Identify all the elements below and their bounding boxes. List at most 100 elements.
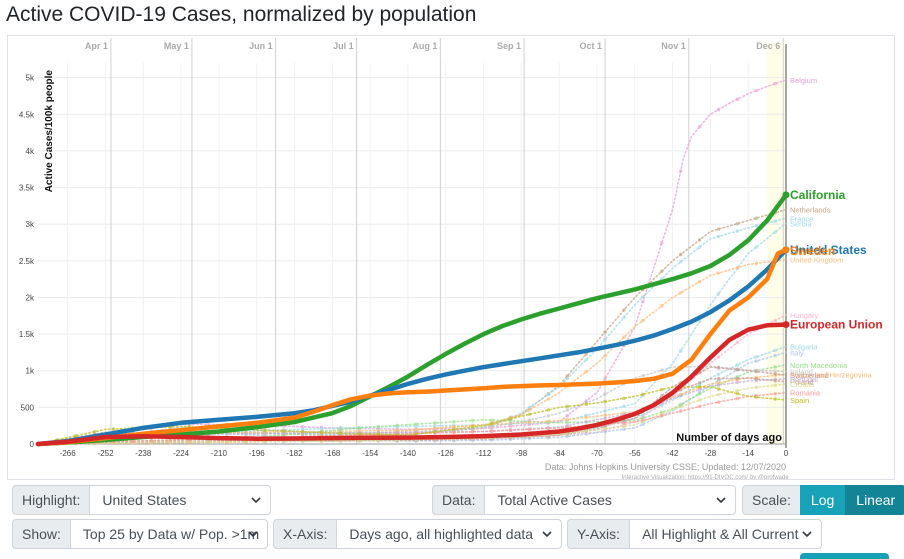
- data-point-faded: [678, 169, 683, 173]
- data-point-faded: [622, 335, 626, 340]
- data-point-faded: [773, 219, 777, 223]
- data-point-faded: [244, 432, 248, 436]
- scale-toggle: Scale: Log Linear: [742, 485, 904, 515]
- x-tick-label: -182: [287, 449, 304, 458]
- x-tick-label: -140: [400, 449, 417, 458]
- month-marker-label: Nov 1: [661, 41, 686, 51]
- data-point-faded: [659, 413, 664, 418]
- log-scale-button[interactable]: Log: [799, 485, 846, 515]
- data-point-faded: [603, 337, 607, 342]
- data-select[interactable]: Data: Total Active Cases: [432, 485, 736, 515]
- highlight-select[interactable]: Highlight: United States: [12, 485, 271, 515]
- x-tick-label: -224: [173, 449, 190, 458]
- xaxis-value[interactable]: Days ago, all highlighted data: [336, 519, 562, 549]
- y-tick-label: 2k: [26, 293, 35, 302]
- yaxis-value[interactable]: All Highlight & All Current: [629, 519, 822, 549]
- data-point-faded: [716, 387, 721, 391]
- line-chart: 0 500 1k 1.5k 2k 2.5k 3k 3.5k 4k 4.5k 5k -266 -252 -2…: [19, 38, 883, 479]
- show-value[interactable]: Top 25 by Data w/ Pop. >1m: [69, 519, 268, 549]
- y-tick-label: 2.5k: [19, 257, 35, 266]
- data-point-faded: [716, 291, 721, 296]
- data-point-faded: [603, 413, 607, 418]
- data-point-faded: [622, 404, 626, 409]
- data-point-faded: [716, 227, 721, 231]
- data-point-faded: [565, 413, 570, 418]
- xaxis-label: X-Axis:: [273, 519, 337, 549]
- highlight-value[interactable]: United States: [89, 485, 271, 515]
- y-tick-label: 4.5k: [19, 110, 35, 119]
- data-point-faded: [527, 427, 532, 432]
- x-tick-label: -210: [211, 449, 228, 458]
- month-marker-label: Jul 1: [333, 41, 354, 51]
- data-point-faded: [678, 349, 683, 353]
- y-tick-label: 500: [21, 403, 35, 412]
- data-point-faded: [263, 428, 267, 433]
- data-point-faded: [565, 420, 570, 425]
- x-tick-label: -238: [135, 449, 152, 458]
- y-axis-title: Active Cases/100k people: [44, 70, 55, 193]
- data-point-faded: [754, 245, 759, 249]
- data-point-faded: [678, 290, 683, 295]
- data-value[interactable]: Total Active Cases: [484, 485, 736, 515]
- data-point-faded: [206, 439, 210, 444]
- data-point-faded: [697, 392, 702, 396]
- data-point-faded: [565, 417, 570, 422]
- data-point-faded: [735, 363, 740, 367]
- show-select[interactable]: Show: Top 25 by Data w/ Pop. >1m: [12, 519, 268, 549]
- partially-visible-button[interactable]: [800, 553, 889, 559]
- data-point-faded: [452, 419, 456, 424]
- data-point-faded: [584, 429, 588, 433]
- data-point-faded: [622, 421, 626, 425]
- data-point-faded: [470, 418, 475, 423]
- month-marker-label: Aug 1: [412, 41, 437, 51]
- data-point-faded: [641, 295, 645, 299]
- series-label-faded: Croatia: [790, 380, 815, 389]
- data-point-faded: [319, 430, 324, 435]
- series-label-faded: United Kingdom: [790, 255, 843, 264]
- data-point-faded: [603, 409, 607, 413]
- data-point-faded: [697, 319, 702, 324]
- series-label-faded: Italy: [790, 348, 804, 357]
- data-point-faded: [678, 252, 683, 257]
- data-value-text: Total Active Cases: [497, 492, 612, 508]
- data-point-faded: [603, 416, 607, 421]
- series-label-faded: Hungary: [790, 311, 819, 320]
- data-point-faded: [489, 421, 494, 426]
- data-point-faded: [584, 432, 588, 436]
- data-point-faded: [716, 392, 721, 397]
- series-label-faded: Netherlands: [790, 206, 831, 215]
- data-point-faded: [716, 271, 721, 275]
- y-tick-label: 0: [30, 440, 35, 449]
- yaxis-value-text: All Highlight & All Current: [642, 526, 799, 542]
- data-point-faded: [754, 261, 759, 266]
- data-point-faded: [641, 299, 645, 304]
- data-point-faded: [584, 369, 588, 374]
- data-point-faded: [678, 404, 683, 409]
- data-point-faded: [773, 230, 777, 234]
- yaxis-label: Y-Axis:: [567, 519, 630, 549]
- y-tick-label: 5k: [26, 74, 35, 83]
- chevron-down-icon: [542, 531, 552, 538]
- data-point-faded: [773, 348, 777, 353]
- x-axis-title: Number of days ago: [676, 432, 782, 444]
- x-tick-label: 0: [784, 449, 789, 458]
- series-line: [35, 192, 789, 447]
- data-point-faded: [527, 408, 532, 412]
- data-point-faded: [470, 430, 475, 434]
- data-point-faded: [735, 97, 740, 102]
- data-point-faded: [754, 395, 759, 399]
- data-point-faded: [754, 359, 759, 363]
- y-tick-label: 4k: [26, 147, 35, 156]
- linear-scale-button[interactable]: Linear: [845, 485, 904, 515]
- data-point-faded: [697, 404, 702, 409]
- data-point-faded: [773, 318, 777, 323]
- data-point-faded: [338, 431, 343, 436]
- data-point-faded: [546, 419, 551, 423]
- xaxis-select[interactable]: X-Axis: Days ago, all highlighted data: [273, 519, 562, 549]
- data-point-faded: [376, 424, 381, 429]
- chart-area: 0 500 1k 1.5k 2k 2.5k 3k 3.5k 4k 4.5k 5k -266 -252 -2…: [7, 35, 895, 480]
- yaxis-select[interactable]: Y-Axis: All Highlight & All Current: [567, 519, 822, 549]
- series-label-faded: Belgium: [790, 76, 817, 85]
- data-point-faded: [716, 355, 721, 359]
- data-point-faded: [433, 430, 437, 434]
